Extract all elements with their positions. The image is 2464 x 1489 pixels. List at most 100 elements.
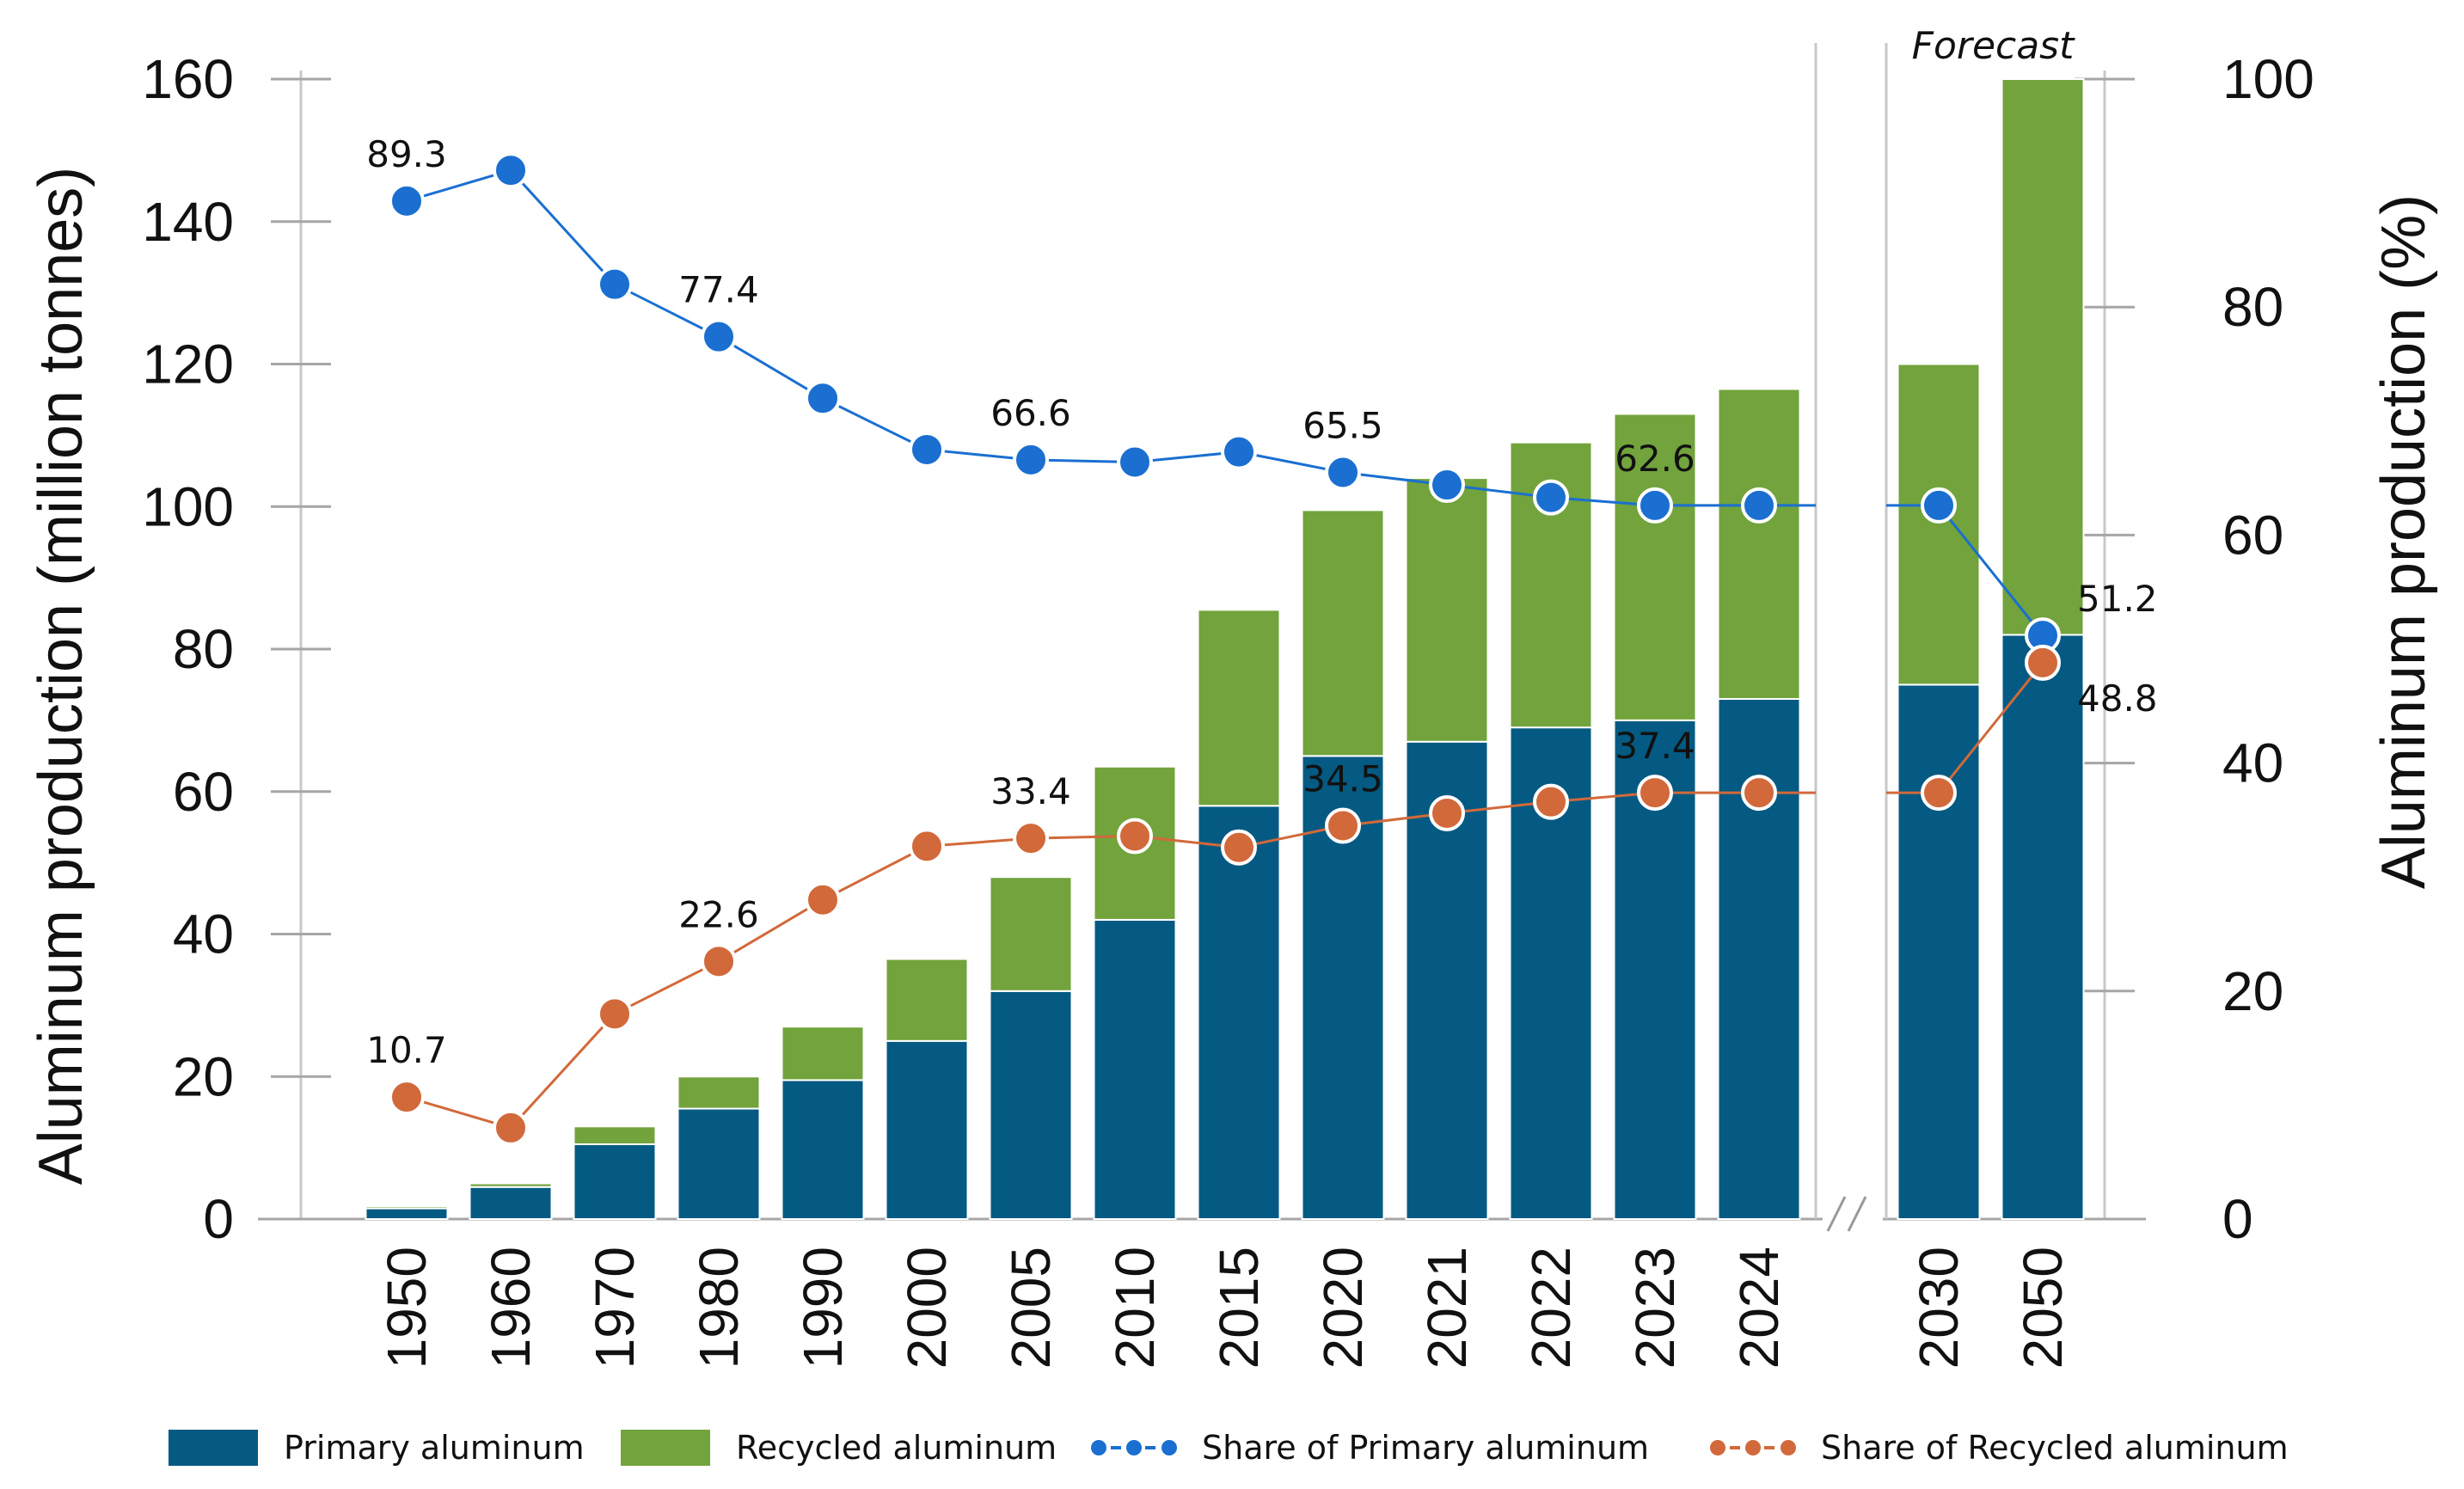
- x-tick-label-2023: 2023: [1624, 1247, 1686, 1369]
- bar-primary-2050: [2001, 634, 2085, 1220]
- x-tick-label-2022: 2022: [1520, 1247, 1582, 1369]
- right-tick-label: 100: [2222, 48, 2314, 110]
- axis-break-mark-1: [1826, 1196, 1847, 1232]
- data-label-primary-1950: 89.3: [366, 133, 447, 175]
- share-point-recycled-1960: [493, 1109, 529, 1146]
- legend-swatch-primary: [169, 1430, 258, 1466]
- x-tick-label-2000: 2000: [896, 1247, 958, 1369]
- share-point-primary-2020: [1325, 454, 1361, 491]
- left-tick-label: 40: [173, 904, 234, 965]
- bar-recycled-1970: [573, 1125, 657, 1145]
- left-tick-label: 80: [173, 618, 234, 680]
- axis-break-mark-2: [1847, 1196, 1867, 1232]
- share-point-recycled-1990: [805, 881, 841, 918]
- share-point-recycled-2005: [1013, 820, 1049, 857]
- legend-dot-share-recycled-1: [1710, 1440, 1725, 1455]
- data-label-recycled-2005: 33.4: [990, 770, 1071, 812]
- axes-frame: 0 20 40 60 80 100 120 140 160 0 20 40 60 80 100 1950 196…: [142, 43, 2314, 1369]
- legend-dot-share-primary-3: [1162, 1440, 1177, 1455]
- line-series: [389, 152, 2061, 1146]
- share-point-primary-2024: [1741, 487, 1777, 524]
- bar-primary-1950: [365, 1207, 449, 1220]
- share-point-primary-2015: [1221, 433, 1257, 470]
- bar-primary-1960: [469, 1186, 553, 1221]
- bar-primary-1970: [573, 1143, 657, 1220]
- share-point-recycled-1980: [701, 943, 737, 980]
- legend-dot-share-recycled-2: [1745, 1440, 1761, 1455]
- share-point-recycled-2050: [2025, 644, 2061, 681]
- x-tick-label-2030: 2030: [1908, 1247, 1970, 1369]
- data-label-recycled-2023: 37.4: [1615, 725, 1695, 767]
- left-tick-label: 0: [203, 1188, 234, 1250]
- x-tick-label-1970: 1970: [584, 1247, 646, 1369]
- right-tick-label: 60: [2222, 504, 2283, 566]
- bar-primary-1990: [781, 1079, 865, 1221]
- legend-label-share-primary: Share of Primary aluminum: [1202, 1429, 1649, 1467]
- legend-swatch-recycled: [621, 1430, 710, 1466]
- share-point-primary-1950: [389, 182, 425, 219]
- left-tick-label: 60: [173, 761, 234, 823]
- bar-primary-2024: [1717, 698, 1801, 1220]
- x-tick-label-1960: 1960: [480, 1247, 542, 1369]
- data-label-recycled-2020: 34.5: [1302, 758, 1383, 800]
- bar-primary-2010: [1093, 918, 1177, 1221]
- data-label-primary-2005: 66.6: [990, 392, 1071, 434]
- share-point-primary-2030: [1921, 487, 1957, 524]
- left-tick-label: 20: [173, 1045, 234, 1107]
- left-tick-label: 100: [142, 475, 234, 537]
- x-tick-label-2010: 2010: [1104, 1247, 1166, 1369]
- bar-recycled-2050: [2001, 78, 2085, 636]
- bar-recycled-2030: [1897, 363, 1981, 686]
- right-axis-title: Aluminum production (%): [2369, 194, 2438, 889]
- bar-recycled-1950: [365, 1205, 449, 1210]
- left-axis-title: Aluminum production (million tonnes): [27, 167, 95, 1186]
- data-labels: 89.3 77.4 66.6 65.5 62.6 51.2 10.7 22.6 33.4 34.5…: [366, 133, 2157, 1071]
- bar-recycled-2021: [1405, 477, 1489, 743]
- legend-label-share-recycled: Share of Recycled aluminum: [1821, 1429, 2289, 1467]
- legend-dot-share-recycled-3: [1781, 1440, 1796, 1455]
- share-point-recycled-2024: [1741, 775, 1777, 812]
- bar-primary-2005: [989, 990, 1073, 1221]
- data-label-primary-2050: 51.2: [2077, 578, 2158, 620]
- bar-recycled-1990: [781, 1026, 865, 1082]
- share-point-recycled-2021: [1429, 794, 1465, 831]
- share-point-recycled-1970: [597, 996, 633, 1032]
- share-point-primary-2022: [1533, 479, 1569, 516]
- legend-dot-share-primary-1: [1091, 1440, 1106, 1455]
- bar-recycled-2023: [1613, 413, 1697, 721]
- data-label-recycled-1980: 22.6: [678, 893, 759, 935]
- x-tick-label-2005: 2005: [1000, 1247, 1062, 1369]
- x-tick-label-1990: 1990: [792, 1247, 854, 1369]
- bar-primary-1980: [677, 1107, 761, 1220]
- left-tick-label: 120: [142, 334, 234, 395]
- share-line-recycled-forecast: [1937, 661, 2044, 794]
- share-point-primary-1990: [805, 380, 841, 417]
- left-tick-label: 160: [142, 48, 234, 110]
- share-point-primary-2005: [1013, 441, 1049, 478]
- data-label-primary-1980: 77.4: [678, 269, 759, 311]
- data-label-recycled-2050: 48.8: [2077, 677, 2158, 720]
- bar-recycled-2005: [989, 876, 1073, 992]
- share-point-recycled-2023: [1637, 775, 1673, 812]
- data-label-recycled-1950: 10.7: [366, 1029, 447, 1071]
- share-point-primary-2021: [1429, 467, 1465, 504]
- bar-primary-2030: [1897, 683, 1981, 1220]
- right-tick-label: 20: [2222, 960, 2283, 1022]
- share-point-primary-2000: [909, 431, 945, 468]
- bar-series: [365, 78, 2085, 1221]
- right-tick-label: 0: [2222, 1188, 2253, 1250]
- legend: Primary aluminum Recycled aluminum Share…: [169, 1429, 2289, 1467]
- legend-label-recycled: Recycled aluminum: [736, 1429, 1057, 1467]
- share-point-recycled-2022: [1533, 783, 1569, 820]
- share-point-recycled-1950: [389, 1079, 425, 1116]
- bar-recycled-2000: [885, 958, 969, 1042]
- bar-recycled-1960: [469, 1182, 553, 1188]
- share-point-recycled-2030: [1921, 775, 1957, 812]
- data-label-primary-2020: 65.5: [1302, 404, 1383, 446]
- bar-recycled-2020: [1301, 509, 1385, 757]
- x-tick-label-2050: 2050: [2012, 1247, 2074, 1369]
- share-point-primary-2023: [1637, 487, 1673, 524]
- x-tick-label-1950: 1950: [376, 1247, 438, 1369]
- x-tick-label-1980: 1980: [688, 1247, 750, 1369]
- share-point-recycled-2010: [1117, 818, 1153, 855]
